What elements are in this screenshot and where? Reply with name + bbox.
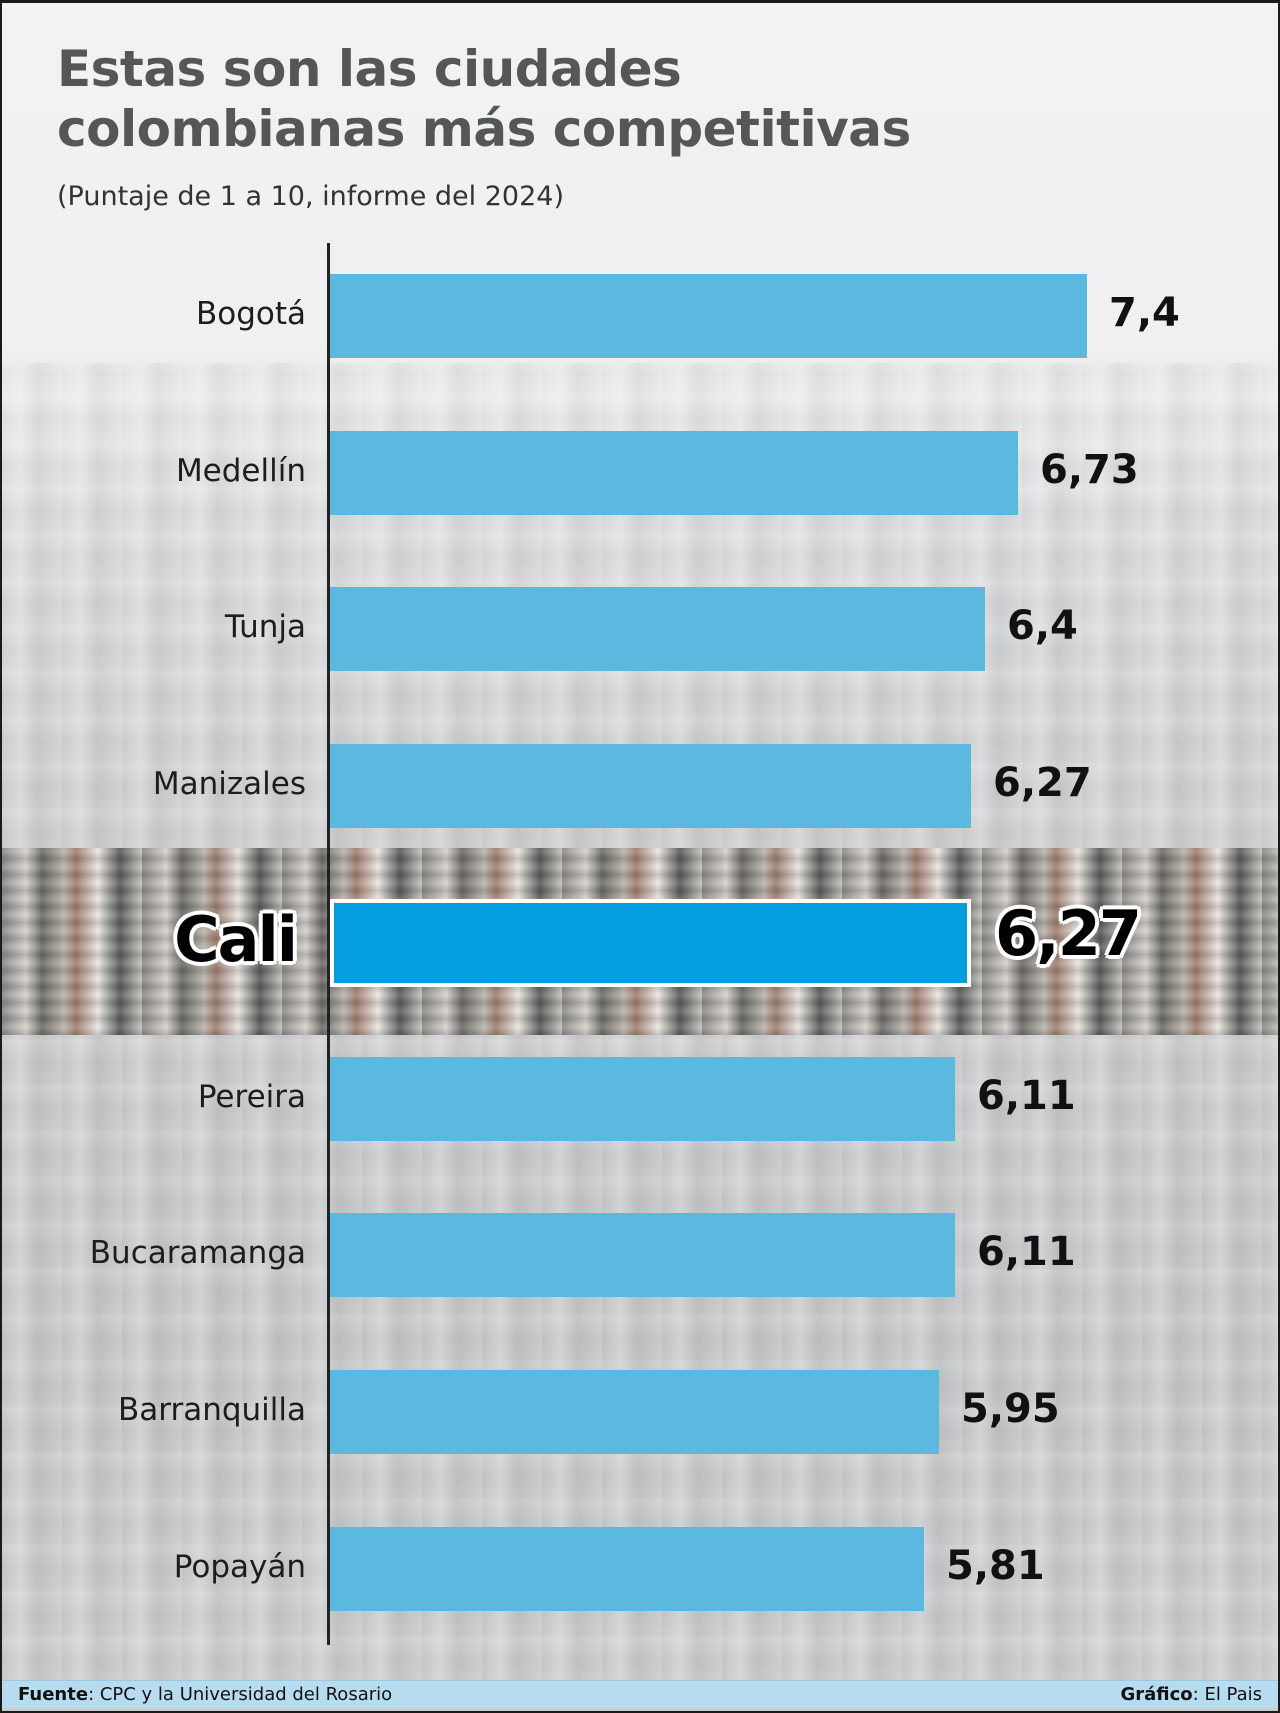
source-label: Fuente	[18, 1684, 89, 1705]
value-label: 6,11	[977, 1229, 1076, 1275]
value-label: 6,27	[995, 897, 1142, 970]
credit-label: Gráfico	[1120, 1684, 1193, 1705]
value-label: 5,81	[946, 1543, 1045, 1589]
bar	[330, 744, 971, 828]
bar	[330, 899, 971, 987]
category-label: Bucaramanga	[89, 1235, 306, 1271]
bar	[330, 1213, 955, 1297]
title-line-2: colombianas más competitivas	[57, 100, 911, 158]
category-label: Medellín	[175, 453, 306, 489]
value-label: 6,27	[993, 760, 1092, 806]
bar	[330, 1057, 955, 1141]
bar	[330, 274, 1087, 358]
category-label: Pereira	[197, 1079, 306, 1115]
bar-row: Cali 6,27	[2, 897, 1278, 987]
value-label: 6,4	[1007, 603, 1078, 649]
chart-title: Estas son las ciudades colombianas más c…	[57, 39, 911, 159]
footer: Fuente: CPC y la Universidad del Rosario…	[2, 1680, 1278, 1708]
credit-text: : El Pais	[1192, 1684, 1262, 1705]
value-label: 5,95	[961, 1386, 1060, 1432]
category-label: Manizales	[152, 766, 306, 802]
category-label: Popayán	[173, 1549, 306, 1585]
category-label: Bogotá	[195, 296, 306, 332]
credit-note: Gráfico: El Pais	[1120, 1684, 1262, 1705]
bar-row: Medellín 6,73	[2, 431, 1278, 515]
infographic: Estas son las ciudades colombianas más c…	[2, 3, 1278, 1711]
title-line-1: Estas son las ciudades	[57, 40, 682, 98]
source-note: Fuente: CPC y la Universidad del Rosario	[18, 1684, 392, 1705]
y-axis-line	[327, 243, 330, 1645]
category-label: Cali	[174, 903, 298, 976]
value-label: 7,4	[1109, 290, 1180, 336]
bar-row: Popayán 5,81	[2, 1527, 1278, 1611]
bar	[330, 587, 985, 671]
bar-row: Tunja 6,4	[2, 587, 1278, 671]
category-label: Tunja	[224, 609, 306, 645]
bar-row: Manizales 6,27	[2, 744, 1278, 828]
bar-row: Bucaramanga 6,11	[2, 1213, 1278, 1297]
bar	[330, 1370, 939, 1454]
value-label: 6,11	[977, 1073, 1076, 1119]
bar	[330, 1527, 924, 1611]
category-label: Barranquilla	[117, 1392, 306, 1428]
value-label: 6,73	[1040, 447, 1139, 493]
source-text: : CPC y la Universidad del Rosario	[88, 1684, 393, 1705]
bar	[330, 431, 1018, 515]
chart-subtitle: (Puntaje de 1 a 10, informe del 2024)	[57, 181, 564, 212]
bar-row: Barranquilla 5,95	[2, 1370, 1278, 1454]
bar-row: Bogotá 7,4	[2, 274, 1278, 358]
bar-row: Pereira 6,11	[2, 1057, 1278, 1141]
